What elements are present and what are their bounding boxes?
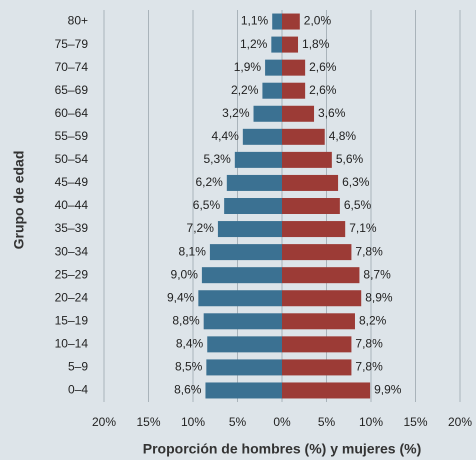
x-tick-label: 20% [92,415,116,429]
bar [206,359,282,376]
y-tick-label: 70–74 [55,60,89,74]
y-tick-label: 55–59 [55,129,89,143]
bar [282,336,352,353]
y-tick-label: 75–79 [55,37,89,51]
bar [242,128,282,145]
value-label: 4,4% [211,129,239,143]
y-tick-label: 25–29 [55,267,89,281]
value-label: 8,1% [179,244,207,258]
x-tick-label: 20% [448,415,472,429]
bar [198,290,282,307]
bar [282,244,352,261]
bar [282,290,362,307]
value-label: 3,6% [318,106,346,120]
bar [282,221,346,238]
value-label: 7,2% [187,221,215,235]
value-label: 2,6% [309,83,337,97]
value-label: 8,4% [176,337,204,351]
value-label: 8,8% [172,313,200,327]
bar [282,13,300,30]
value-label: 3,2% [222,106,250,120]
bar [207,336,282,353]
bar [282,382,371,399]
x-tick-label: 10% [359,415,383,429]
bar [262,82,282,99]
value-label: 6,3% [342,175,370,189]
value-label: 1,2% [240,37,268,51]
value-label: 7,8% [355,337,383,351]
y-axis-title: Grupo de edad [11,151,27,250]
bar [282,36,299,53]
value-label: 6,5% [344,198,372,212]
bar [224,198,282,214]
value-label: 8,6% [174,383,202,397]
y-tick-label: 35–39 [55,221,89,235]
value-label: 2,0% [304,14,332,28]
y-tick-label: 50–54 [55,152,89,166]
x-tick-label: 15% [403,415,427,429]
bar [226,174,282,191]
bar [217,221,282,238]
value-label: 8,9% [365,290,393,304]
value-label: 7,1% [349,221,377,235]
x-tick-label: 5% [229,415,247,429]
value-label: 9,9% [374,383,402,397]
value-label: 9,0% [171,267,199,281]
value-label: 9,4% [167,290,195,304]
bar [282,198,340,214]
y-tick-label: 10–14 [55,337,89,351]
value-label: 1,1% [241,14,269,28]
bar [234,151,282,168]
bar [282,359,352,376]
y-tick-label: 15–19 [55,313,89,327]
value-label: 6,5% [193,198,221,212]
bar [282,174,339,191]
bar [282,59,306,76]
y-tick-label: 5–9 [68,360,88,374]
value-label: 8,5% [175,360,203,374]
bar [282,151,332,168]
y-tick-label: 40–44 [55,198,89,212]
y-tick-label: 20–24 [55,290,89,304]
value-label: 5,6% [336,152,364,166]
bar [271,36,282,53]
bar [282,313,355,330]
bar [201,267,282,284]
bar [265,59,282,76]
bar [282,82,306,99]
bar [203,313,282,330]
x-tick-label: 15% [136,415,160,429]
value-label: 6,2% [195,175,223,189]
x-tick-label: 0% [273,415,291,429]
bar [282,267,360,284]
x-tick-label: 5% [318,415,336,429]
x-axis-title: Proporción de hombres (%) y mujeres (%) [143,441,422,457]
y-tick-label: 0–4 [68,383,88,397]
y-tick-label: 80+ [68,14,88,28]
bar [253,105,282,122]
value-label: 8,7% [363,267,391,281]
bar [282,105,315,122]
value-label: 5,3% [203,152,231,166]
value-label: 7,8% [355,360,383,374]
bar [282,128,325,145]
bar [205,382,282,399]
value-label: 4,8% [329,129,357,143]
y-tick-label: 60–64 [55,106,89,120]
y-tick-label: 30–34 [55,244,89,258]
bar [209,244,282,261]
value-label: 1,9% [234,60,262,74]
value-label: 1,8% [302,37,330,51]
value-label: 2,6% [309,60,337,74]
bar [272,13,282,30]
value-label: 2,2% [231,83,259,97]
y-tick-label: 65–69 [55,83,89,97]
y-tick-label: 45–49 [55,175,89,189]
value-label: 8,2% [359,313,387,327]
x-tick-label: 10% [181,415,205,429]
value-label: 7,8% [355,244,383,258]
